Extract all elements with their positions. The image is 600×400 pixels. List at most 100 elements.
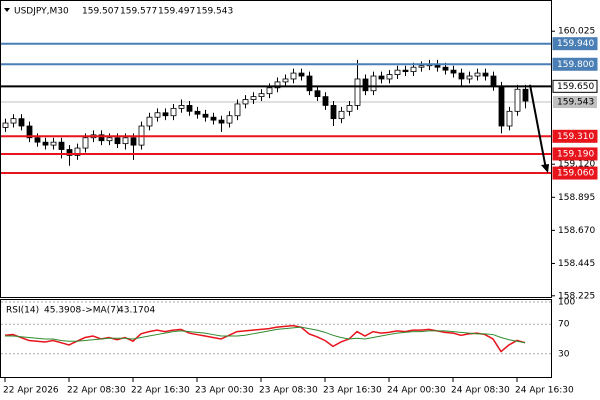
candle-body: [410, 66, 417, 73]
ma-value: 43.1704: [118, 306, 155, 316]
x-tick-label: 24 Apr 08:30: [451, 386, 510, 396]
level-label-box: [552, 57, 598, 71]
level-label-box: [552, 37, 598, 51]
candle-body: [130, 137, 137, 146]
candle-body: [58, 141, 65, 150]
x-tick-label: 23 Apr 16:30: [323, 386, 382, 396]
candle-body: [370, 75, 377, 92]
level-label-box: [552, 166, 598, 180]
candle-body: [322, 96, 329, 106]
level-label-box: [552, 129, 598, 143]
arrow: [529, 84, 547, 170]
candle-body: [378, 75, 385, 80]
candle-body: [506, 110, 513, 127]
candle-body: [26, 125, 33, 139]
candle-body: [66, 149, 73, 156]
candle-body: [122, 137, 129, 145]
candle-body: [266, 87, 273, 95]
candle-body: [490, 75, 497, 87]
candle-body: [74, 147, 81, 156]
candle-body: [42, 141, 49, 146]
candle-body: [250, 96, 257, 100]
candle-body: [178, 105, 185, 109]
rsi-tick-label: 30: [558, 349, 570, 359]
candle-body: [458, 72, 465, 80]
candle-body: [450, 69, 457, 74]
rsi-line: [5, 326, 526, 344]
y-tick-label: 158.225: [558, 291, 595, 301]
candle-body: [314, 90, 321, 98]
candle-body: [202, 113, 209, 118]
candle-body: [106, 137, 113, 142]
y-tick-label: 159.120: [558, 160, 595, 170]
low: 159.497: [158, 7, 195, 17]
level-label: 159.310: [557, 132, 594, 142]
candle-body: [154, 112, 161, 118]
candle-body: [146, 116, 153, 127]
y-tick-label: 158.445: [558, 259, 595, 269]
candle-body: [18, 118, 25, 127]
price-label-box: [553, 96, 597, 109]
close: 159.543: [196, 7, 233, 17]
candle-body: [474, 72, 481, 77]
candle-body: [402, 69, 409, 73]
dropdown-icon: [4, 8, 10, 12]
candle-body: [354, 78, 361, 106]
candle-body: [306, 75, 313, 92]
candle-body: [210, 116, 217, 121]
candle-body: [274, 81, 281, 89]
candle-body: [522, 88, 529, 102]
y-tick-label: 158.895: [558, 193, 595, 203]
candle-body: [330, 105, 337, 120]
level-label: 159.650: [557, 82, 594, 92]
candle-body: [194, 110, 201, 115]
candle-body: [466, 75, 473, 80]
x-tick-label: 22 Apr 16:30: [131, 386, 190, 396]
rsi-value: 45.3908: [44, 306, 81, 316]
main-panel: [0, 0, 552, 298]
x-tick-label: 24 Apr 16:30: [515, 386, 574, 396]
candle-body: [362, 78, 369, 92]
x-tick-label: 22 Apr 2026: [3, 386, 59, 396]
candle-body: [50, 141, 57, 146]
candle-body: [442, 66, 449, 71]
rsi-tick-label: 100: [558, 298, 575, 308]
level-label-box: [552, 79, 598, 93]
candle-body: [234, 103, 241, 117]
candle-body: [162, 112, 169, 117]
candle-body: [282, 78, 289, 83]
candle-body: [514, 88, 521, 112]
level-label: 159.190: [557, 149, 594, 159]
candle-body: [82, 137, 89, 149]
candle-body: [482, 72, 489, 77]
x-tick-label: 23 Apr 08:30: [259, 386, 318, 396]
candle-body: [2, 122, 9, 128]
rsi-panel: [0, 299, 552, 378]
candle-body: [218, 119, 225, 124]
level-label-box: [552, 147, 598, 161]
arrow-head: [541, 164, 549, 174]
candle-body: [386, 74, 393, 80]
candle-body: [34, 137, 41, 143]
candle-body: [298, 72, 305, 77]
candle-body: [498, 85, 505, 127]
candle-body: [186, 105, 193, 112]
level-label: 159.940: [557, 39, 594, 49]
candle-body: [170, 107, 177, 117]
candle-body: [10, 118, 17, 124]
candle-body: [226, 115, 233, 124]
rsi-name: RSI(14): [6, 306, 39, 316]
ma-name: ->MA(7): [82, 306, 119, 316]
candle-body: [418, 65, 425, 68]
x-tick-label: 24 Apr 00:30: [387, 386, 446, 396]
candle-body: [346, 105, 353, 112]
candle-body: [242, 99, 249, 105]
symbol: USDJPY,M30: [14, 7, 69, 17]
open: 159.507: [82, 7, 119, 17]
candle-body: [258, 93, 265, 98]
price-label: 159.543: [557, 98, 594, 108]
header: [4, 8, 10, 12]
rsi-tick-label: 70: [558, 320, 570, 330]
candle-body: [290, 72, 297, 80]
y-tick-label: 158.670: [558, 226, 595, 236]
